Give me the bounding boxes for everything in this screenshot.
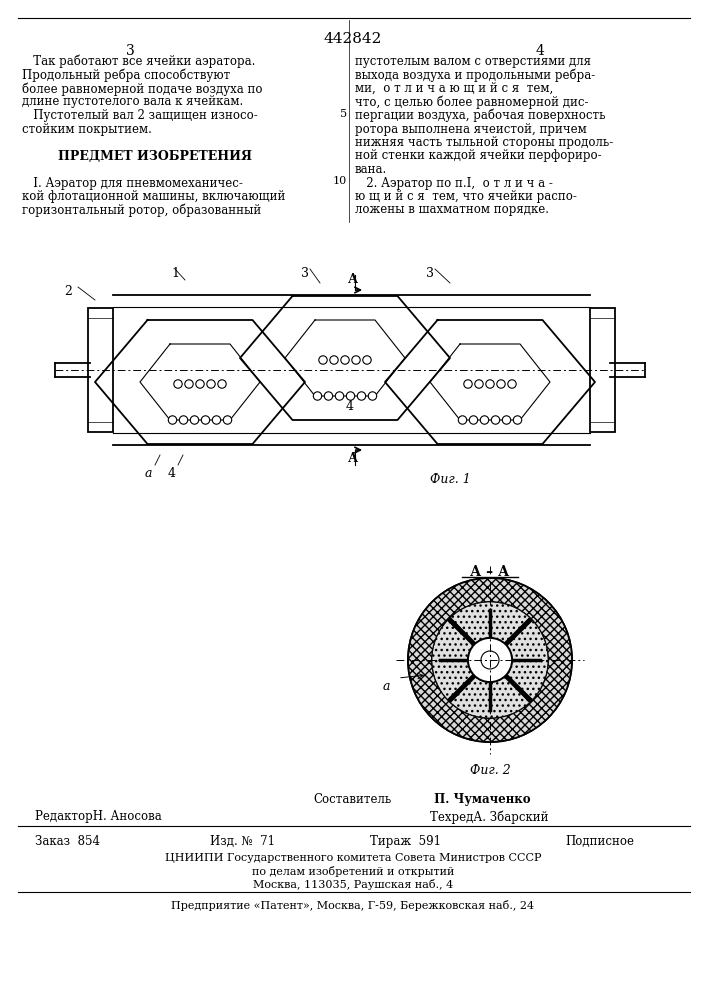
- Text: Так работают все ячейки аэратора.: Так работают все ячейки аэратора.: [22, 55, 255, 68]
- Text: ПРЕДМЕТ ИЗОБРЕТЕНИЯ: ПРЕДМЕТ ИЗОБРЕТЕНИЯ: [58, 149, 252, 162]
- Text: Продольный ребра способствуют: Продольный ребра способствуют: [22, 68, 230, 82]
- Text: 4: 4: [346, 400, 354, 413]
- Text: 4: 4: [168, 467, 176, 480]
- Circle shape: [408, 578, 572, 742]
- Circle shape: [180, 416, 187, 424]
- Text: пергации воздуха, рабочая поверхность: пергации воздуха, рабочая поверхность: [355, 109, 605, 122]
- Circle shape: [491, 416, 500, 424]
- Wedge shape: [408, 578, 572, 742]
- Circle shape: [481, 651, 499, 669]
- Text: вана.: вана.: [355, 163, 387, 176]
- Text: Фиг. 1: Фиг. 1: [430, 473, 471, 486]
- Wedge shape: [432, 620, 474, 700]
- Circle shape: [475, 380, 483, 388]
- Circle shape: [341, 356, 349, 364]
- Text: ротора выполнена ячеистой, причем: ротора выполнена ячеистой, причем: [355, 122, 587, 135]
- Text: 3: 3: [426, 267, 434, 280]
- Circle shape: [464, 380, 472, 388]
- Circle shape: [223, 416, 232, 424]
- Text: 4: 4: [536, 44, 544, 58]
- Text: стойким покрытием.: стойким покрытием.: [22, 122, 152, 135]
- Text: Пустотелый вал 2 защищен износо-: Пустотелый вал 2 защищен износо-: [22, 109, 258, 122]
- Circle shape: [486, 380, 494, 388]
- Circle shape: [168, 416, 177, 424]
- Circle shape: [313, 392, 322, 400]
- Text: a: a: [144, 467, 152, 480]
- Text: ми,  о т л и ч а ю щ и й с я  тем,: ми, о т л и ч а ю щ и й с я тем,: [355, 82, 554, 95]
- Text: выхода воздуха и продольными ребра-: выхода воздуха и продольными ребра-: [355, 68, 595, 82]
- Circle shape: [329, 356, 338, 364]
- Circle shape: [357, 392, 366, 400]
- Text: ТехредА. Збарский: ТехредА. Збарский: [430, 810, 549, 824]
- Circle shape: [174, 380, 182, 388]
- Wedge shape: [506, 620, 548, 700]
- Circle shape: [196, 380, 204, 388]
- Text: более равномерной подаче воздуха по: более равномерной подаче воздуха по: [22, 82, 262, 96]
- Text: А: А: [348, 273, 358, 286]
- Circle shape: [207, 380, 215, 388]
- Circle shape: [480, 416, 489, 424]
- Circle shape: [468, 638, 512, 682]
- Text: Изд. №  71: Изд. № 71: [210, 835, 275, 848]
- Circle shape: [190, 416, 199, 424]
- Text: Составитель: Составитель: [314, 793, 392, 806]
- Circle shape: [502, 416, 510, 424]
- Circle shape: [201, 416, 210, 424]
- Wedge shape: [450, 676, 530, 718]
- Text: ной стенки каждой ячейки перфориро-: ной стенки каждой ячейки перфориро-: [355, 149, 602, 162]
- Circle shape: [352, 356, 360, 364]
- Circle shape: [469, 416, 478, 424]
- Text: пустотелым валом с отверстиями для: пустотелым валом с отверстиями для: [355, 55, 591, 68]
- Circle shape: [325, 392, 333, 400]
- Text: А – А: А – А: [470, 565, 510, 579]
- Text: 5: 5: [340, 109, 347, 119]
- Circle shape: [335, 392, 344, 400]
- Text: Предприятие «Патент», Москва, Г-59, Бережковская наб., 24: Предприятие «Патент», Москва, Г-59, Бере…: [171, 900, 534, 911]
- Text: I. Аэратор для пневмомеханичес-: I. Аэратор для пневмомеханичес-: [22, 176, 243, 190]
- Text: А: А: [348, 452, 358, 465]
- Circle shape: [346, 392, 355, 400]
- Text: Фиг. 2: Фиг. 2: [469, 764, 510, 777]
- Circle shape: [368, 392, 377, 400]
- Text: П. Чумаченко: П. Чумаченко: [430, 793, 531, 806]
- Text: кой флотационной машины, включающий: кой флотационной машины, включающий: [22, 190, 286, 203]
- Text: 1: 1: [171, 267, 179, 280]
- Text: по делам изобретений и открытий: по делам изобретений и открытий: [252, 866, 454, 877]
- Circle shape: [363, 356, 371, 364]
- Text: ЦНИИПИ Государственного комитета Совета Министров СССР: ЦНИИПИ Государственного комитета Совета …: [165, 853, 542, 863]
- Text: 442842: 442842: [324, 32, 382, 46]
- Text: 2. Аэратор по п.I,  о т л и ч а -: 2. Аэратор по п.I, о т л и ч а -: [355, 176, 553, 190]
- Circle shape: [458, 416, 467, 424]
- Circle shape: [218, 380, 226, 388]
- Text: горизонтальный ротор, образованный: горизонтальный ротор, образованный: [22, 204, 262, 217]
- Text: нижняя часть тыльной стороны продоль-: нижняя часть тыльной стороны продоль-: [355, 136, 613, 149]
- Text: ю щ и й с я  тем, что ячейки распо-: ю щ и й с я тем, что ячейки распо-: [355, 190, 577, 203]
- Text: a: a: [382, 680, 390, 693]
- Wedge shape: [450, 602, 530, 644]
- Text: 3: 3: [126, 44, 134, 58]
- Text: что, с целью более равномерной дис-: что, с целью более равномерной дис-: [355, 96, 588, 109]
- Circle shape: [513, 416, 522, 424]
- Text: длине пустотелого вала к ячейкам.: длине пустотелого вала к ячейкам.: [22, 96, 243, 108]
- Circle shape: [497, 380, 506, 388]
- Circle shape: [508, 380, 516, 388]
- Circle shape: [319, 356, 327, 364]
- Text: ложены в шахматном порядке.: ложены в шахматном порядке.: [355, 204, 549, 217]
- Text: Заказ  854: Заказ 854: [35, 835, 100, 848]
- Text: РедакторН. Аносова: РедакторН. Аносова: [35, 810, 162, 823]
- Circle shape: [468, 638, 512, 682]
- Circle shape: [185, 380, 193, 388]
- Text: 3: 3: [301, 267, 309, 280]
- Text: Подписное: Подписное: [565, 835, 634, 848]
- Circle shape: [212, 416, 221, 424]
- Text: 10: 10: [333, 176, 347, 186]
- Text: 2: 2: [64, 285, 72, 298]
- Text: Москва, 113035, Раушская наб., 4: Москва, 113035, Раушская наб., 4: [253, 879, 453, 890]
- Text: Тираж  591: Тираж 591: [370, 835, 441, 848]
